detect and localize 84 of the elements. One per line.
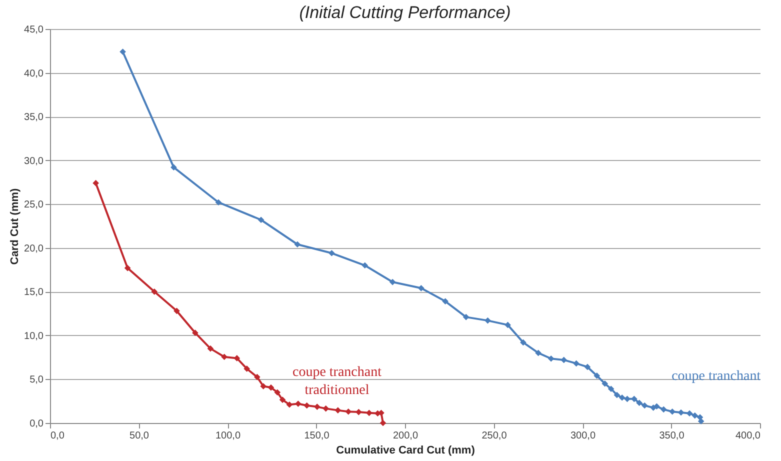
- point: [244, 366, 250, 372]
- point: [254, 374, 260, 380]
- point: [380, 420, 386, 426]
- point: [294, 400, 302, 407]
- y-tick-label: 35,0: [24, 112, 44, 124]
- point: [322, 405, 329, 412]
- point: [602, 380, 608, 387]
- x-tick-label: 50,0: [130, 430, 150, 442]
- point: [362, 262, 368, 269]
- x-tick-label: 100,0: [215, 430, 241, 442]
- x-tick-label: 400,0: [735, 430, 761, 442]
- point: [624, 396, 630, 402]
- point: [594, 372, 600, 379]
- y-axis-title: Card Cut (mm): [9, 188, 22, 265]
- point: [260, 383, 267, 390]
- point: [630, 396, 638, 402]
- series-label: coupe tranchant traditionnel: [292, 365, 382, 398]
- point: [636, 400, 642, 406]
- y-tick-label: 0,0: [30, 418, 44, 430]
- point: [548, 355, 554, 362]
- point: [618, 394, 626, 401]
- point: [698, 418, 704, 424]
- x-tick-label: 250,0: [482, 430, 508, 442]
- point: [221, 354, 228, 360]
- point: [535, 350, 542, 356]
- y-tick-label: 15,0: [24, 287, 44, 298]
- point: [692, 412, 698, 419]
- x-axis-title: Cumulative Card Cut (mm): [336, 444, 476, 456]
- point: [608, 386, 614, 392]
- point: [334, 407, 342, 414]
- y-tick-label: 45,0: [24, 24, 44, 36]
- point: [286, 401, 293, 408]
- point: [234, 355, 240, 362]
- y-tick-label: 10,0: [24, 330, 44, 342]
- point: [678, 409, 684, 416]
- point: [669, 408, 676, 415]
- point: [174, 308, 180, 314]
- point: [328, 250, 335, 256]
- chart-title: (Initial Cutting Performance): [299, 3, 511, 22]
- y-tick-label: 20,0: [24, 243, 44, 254]
- point: [92, 180, 99, 186]
- x-tick-label: 0,0: [50, 430, 65, 442]
- point: [366, 410, 372, 416]
- point: [192, 330, 198, 336]
- point: [389, 278, 396, 286]
- point: [274, 389, 281, 396]
- x-tick-label: 300,0: [570, 430, 596, 442]
- y-tick-label: 25,0: [24, 200, 44, 211]
- point: [573, 360, 580, 367]
- point: [120, 48, 126, 55]
- point: [560, 356, 568, 364]
- point: [170, 164, 177, 170]
- point: [207, 345, 214, 352]
- point: [641, 402, 648, 409]
- x-tick-label: 350,0: [659, 430, 685, 442]
- point: [614, 392, 620, 398]
- point: [520, 339, 526, 346]
- point: [356, 408, 362, 416]
- point: [151, 288, 158, 295]
- point: [584, 364, 591, 370]
- point: [504, 322, 511, 328]
- point: [294, 241, 301, 248]
- point: [654, 403, 660, 410]
- point: [418, 285, 424, 292]
- x-tick-label: 150,0: [304, 430, 330, 442]
- y-tick-label: 40,0: [24, 68, 44, 80]
- point: [279, 396, 286, 403]
- point: [258, 216, 264, 224]
- y-tick-label: 5,0: [30, 374, 44, 386]
- x-tick-label: 200,0: [392, 430, 418, 442]
- series-label: coupe tranchant: [672, 369, 761, 384]
- point: [124, 264, 131, 272]
- point: [345, 408, 352, 415]
- point: [378, 410, 384, 416]
- point: [442, 298, 448, 304]
- point: [462, 314, 470, 320]
- point: [686, 410, 693, 417]
- point: [268, 384, 274, 391]
- point: [484, 317, 491, 324]
- y-tick-label: 30,0: [24, 156, 44, 167]
- point: [660, 406, 667, 413]
- point: [215, 199, 222, 206]
- point: [314, 404, 320, 410]
- point: [304, 402, 310, 409]
